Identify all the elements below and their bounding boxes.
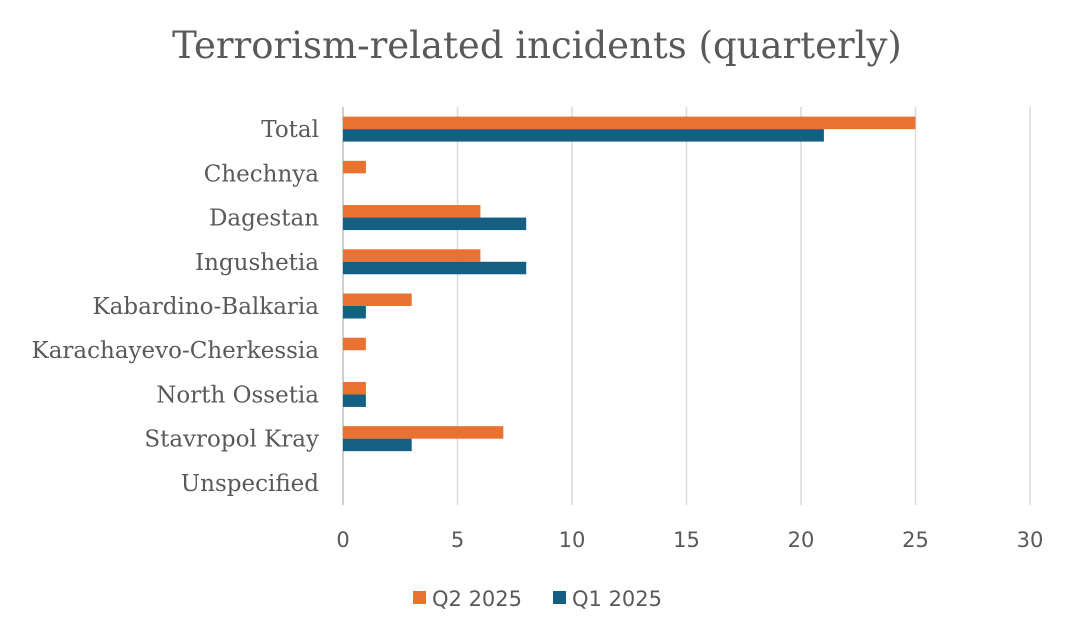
- x-tick-label: 30: [1017, 528, 1044, 552]
- x-tick-label: 10: [559, 528, 586, 552]
- x-tick-label: 25: [902, 528, 929, 552]
- category-label: Dagestan: [209, 206, 319, 232]
- x-tick-label: 0: [336, 528, 349, 552]
- bar-q2: [343, 205, 481, 218]
- bars: [343, 116, 916, 452]
- legend-swatch-q1: [553, 591, 566, 604]
- x-tick-label: 15: [673, 528, 700, 552]
- x-tick-label: 5: [451, 528, 464, 552]
- category-label: Chechnya: [204, 161, 320, 187]
- bar-q2: [343, 293, 412, 306]
- bar-q2: [343, 381, 366, 395]
- x-tick-labels: 0 5 10 15 20 25 30: [336, 528, 1043, 552]
- bar-q1: [343, 438, 412, 452]
- category-label: Ingushetia: [195, 250, 319, 276]
- bar-q1: [343, 306, 366, 319]
- category-label: Unspecified: [181, 471, 320, 497]
- bar-q2: [343, 116, 916, 130]
- bar-q2: [343, 160, 366, 174]
- legend: Q2 2025 Q1 2025: [413, 587, 662, 611]
- bar-q1: [343, 217, 527, 231]
- chart-title: Terrorism-related incidents (quarterly): [172, 24, 902, 67]
- bar-q1: [343, 129, 824, 142]
- legend-label-q2: Q2 2025: [432, 587, 522, 611]
- x-tick-label: 20: [788, 528, 815, 552]
- bar-q1: [343, 261, 527, 275]
- category-label: Stavropol Kray: [144, 427, 319, 453]
- legend-swatch-q2: [413, 591, 426, 604]
- category-labels: Total Chechnya Dagestan Ingushetia Kabardino…: [32, 117, 320, 497]
- category-label: Karachayevo-Cherkessia: [32, 338, 320, 364]
- bar-q2: [343, 249, 481, 262]
- category-label: North Ossetia: [156, 382, 319, 408]
- category-label: Total: [261, 117, 319, 143]
- bar-q1: [343, 394, 366, 407]
- legend-label-q1: Q1 2025: [572, 587, 662, 611]
- bar-q2: [343, 337, 366, 351]
- category-label: Kabardino-Balkaria: [92, 294, 319, 320]
- bar-q2: [343, 426, 504, 439]
- gridlines: [342, 107, 1031, 505]
